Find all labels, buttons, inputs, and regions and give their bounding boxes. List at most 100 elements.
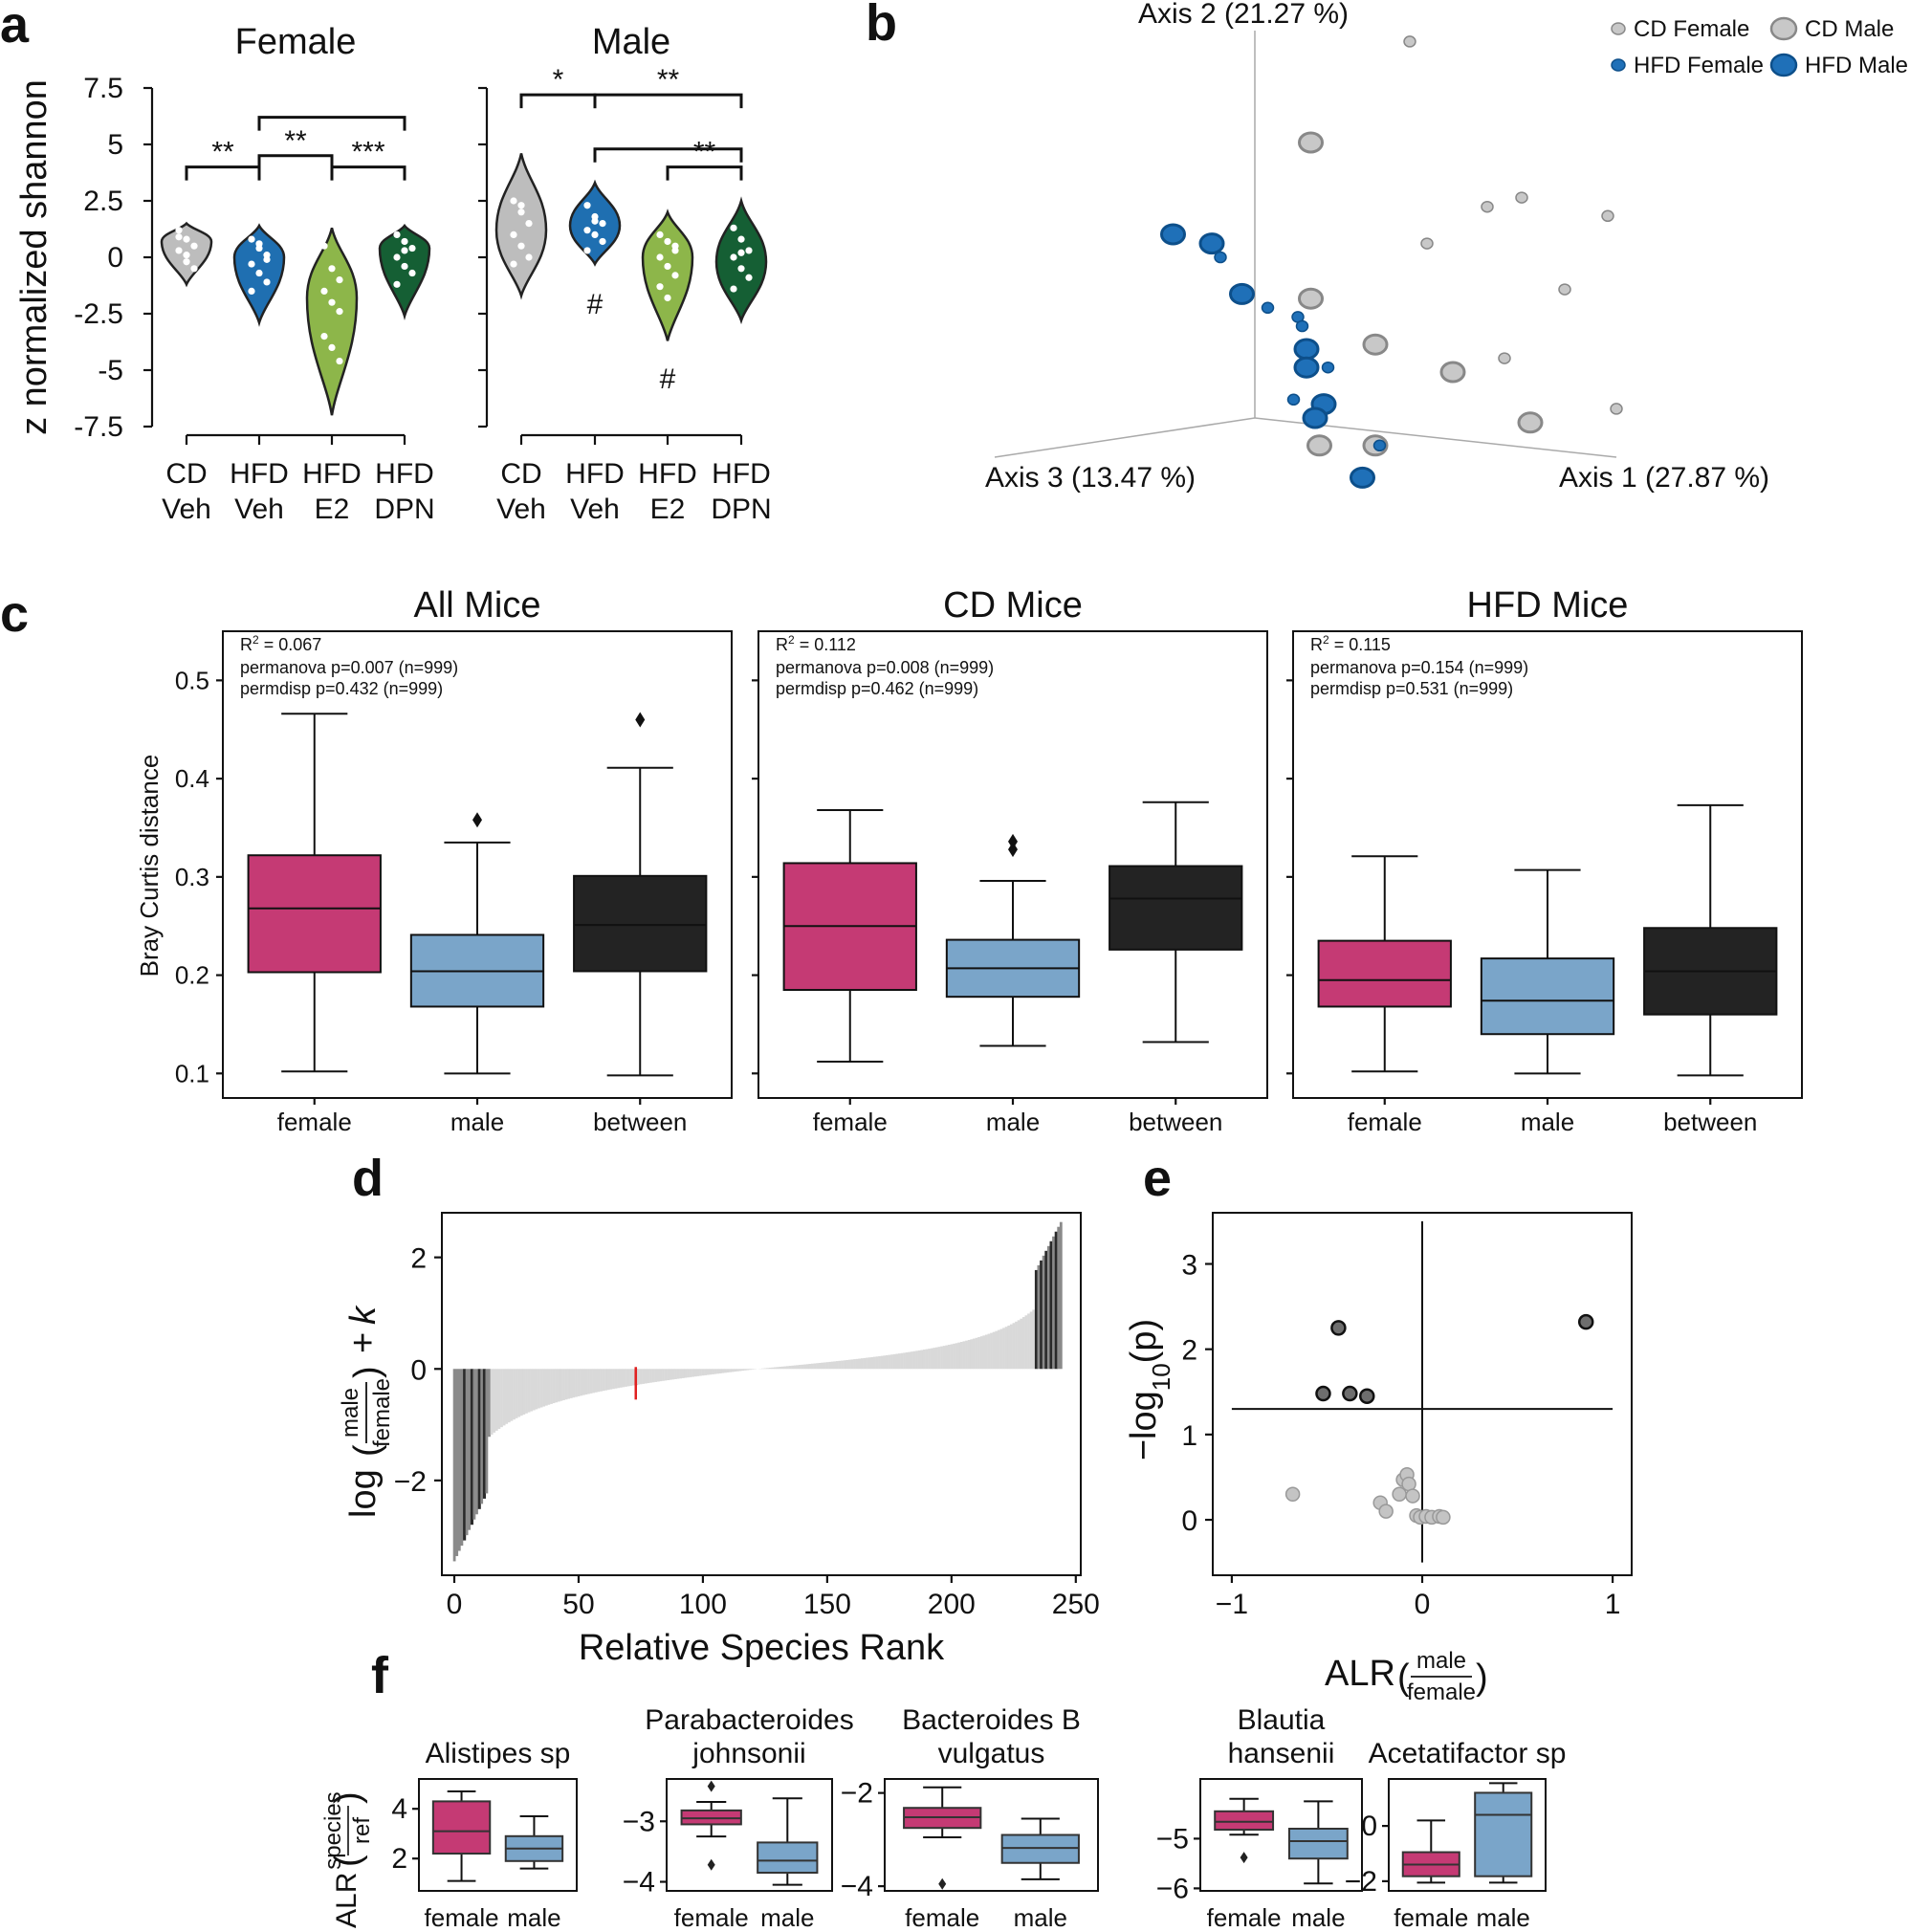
panel-d-species-bar	[721, 1369, 725, 1373]
panel-d-species-bar	[547, 1369, 551, 1405]
panel-f-x-tick-label: male	[1477, 1903, 1530, 1932]
panel-d-species-bar	[975, 1337, 978, 1370]
panel-d-species-bar	[934, 1347, 938, 1370]
panel-e-x-label-numerator: male	[1416, 1648, 1466, 1674]
panel-a-data-point	[591, 217, 599, 225]
panel-d-species-bar	[485, 1369, 489, 1494]
panel-d-species-bar	[860, 1358, 864, 1370]
panel-a-data-point	[175, 227, 183, 234]
panel-d-species-bar	[659, 1369, 663, 1382]
panel-d-species-bar	[671, 1369, 675, 1380]
panel-f-y-tick-label: −2	[841, 1778, 873, 1810]
panel-d-species-bar	[614, 1369, 618, 1389]
panel-d-species-bar	[631, 1369, 635, 1386]
panel-a-data-point	[664, 262, 671, 271]
panel-d-species-bar	[967, 1340, 971, 1370]
panel-a-significance-stars: **	[284, 125, 307, 157]
panel-a-significance-bracket	[593, 93, 743, 109]
panel-a-significance-bracket	[330, 165, 406, 181]
panel-a-significance-bracket	[257, 116, 406, 131]
panel-d-species-bar	[870, 1356, 874, 1370]
panel-d-species-bar	[507, 1369, 511, 1423]
panel-d-species-bar	[875, 1356, 879, 1370]
panel-d-species-bar	[937, 1347, 941, 1370]
panel-c-subplot-title: CD Mice	[943, 585, 1083, 626]
panel-a-group-label-line1: HFD	[375, 458, 434, 490]
panel-d-species-bar	[612, 1369, 615, 1390]
panel-c-stat-line: permdisp p=0.462 (n=999)	[776, 679, 978, 698]
panel-d-species-bar	[910, 1351, 913, 1370]
panel-a-data-point	[730, 253, 737, 261]
panel-d-species-bar	[564, 1369, 568, 1400]
panel-d-species-bar	[597, 1369, 601, 1393]
panel-d-species-bar	[751, 1369, 755, 1370]
panel-d-x-tick-label: 0	[447, 1589, 463, 1620]
panel-e-y-tick-label: 2	[1181, 1335, 1197, 1367]
panel-d-species-bar	[1017, 1320, 1021, 1370]
panel-d-species-bar	[575, 1369, 578, 1397]
panel-e-y-tick-label: 0	[1181, 1505, 1197, 1537]
panel-d-species-bar	[1042, 1255, 1045, 1370]
panel-e-y-label-prefix: −log	[1124, 1391, 1164, 1460]
panel-a-data-point	[190, 265, 198, 273]
panel-a-data-point	[745, 274, 753, 281]
panel-d-species-bar	[542, 1369, 546, 1407]
panel-d-species-bar	[544, 1369, 548, 1406]
panel-d-species-bar	[530, 1369, 534, 1412]
panel-d-species-bar	[724, 1369, 727, 1373]
panel-f-x-tick-label: male	[1291, 1903, 1345, 1932]
panel-d-species-bar	[644, 1369, 648, 1384]
panel-d-species-bar	[1015, 1321, 1018, 1370]
panel-a-data-point	[401, 247, 408, 254]
panel-d-species-bar	[619, 1369, 623, 1388]
panel-d-species-bar	[734, 1369, 737, 1372]
panel-b-legend-marker	[1769, 16, 1798, 41]
panel-d-species-bar	[517, 1369, 521, 1417]
panel-d-species-bar	[689, 1369, 692, 1377]
panel-d-species-bar	[649, 1369, 652, 1383]
panel-b-legend-label: HFD Male	[1805, 53, 1908, 78]
panel-d-species-bar	[1052, 1236, 1055, 1370]
panel-e-y-tick-label: 3	[1181, 1250, 1197, 1282]
panel-d-species-bar	[609, 1369, 613, 1390]
panel-d-species-bar	[977, 1337, 980, 1370]
panel-a-data-point	[393, 231, 401, 238]
panel-d-species-bar	[888, 1354, 891, 1370]
panel-c-stat-line: permdisp p=0.531 (n=999)	[1310, 679, 1513, 698]
panel-d-species-bar	[890, 1354, 893, 1370]
panel-a-data-point	[401, 237, 408, 246]
panel-b-sample-point	[1481, 200, 1494, 213]
panel-d-species-bar	[1004, 1327, 1008, 1370]
panel-f-outlier	[938, 1877, 947, 1890]
panel-c-x-tick-label: female	[1348, 1108, 1422, 1136]
panel-d-species-bar	[738, 1369, 742, 1372]
panel-d-species-bar	[997, 1329, 1000, 1370]
panel-d-species-bar	[693, 1369, 697, 1377]
panel-a-group-label-line1: HFD	[638, 458, 697, 490]
panel-d-species-bar	[562, 1369, 565, 1400]
panel-d-species-bar	[701, 1369, 705, 1376]
panel-d-y-axis-label: log (male female) + k	[338, 1305, 395, 1518]
panel-a-significance-bracket	[257, 154, 334, 169]
panel-e-x-label-alr: ALR	[1325, 1654, 1395, 1694]
panel-d-species-bar	[1044, 1250, 1048, 1370]
panel-d-species-bar	[452, 1369, 456, 1562]
panel-e-significant-point	[1330, 1320, 1347, 1336]
panel-d-species-bar	[858, 1358, 862, 1370]
panel-d-species-bar	[955, 1343, 958, 1370]
panel-d-species-bar	[654, 1369, 658, 1382]
panel-c-r2-equals: =	[795, 635, 815, 654]
panel-d-species-bar	[746, 1369, 750, 1371]
panel-b-sample-point	[1372, 439, 1387, 452]
panel-f-y-label-denominator: ref	[349, 1817, 375, 1844]
panel-a-data-point	[328, 298, 336, 306]
panel-d-species-bar	[992, 1331, 996, 1370]
panel-a-data-point	[263, 255, 271, 263]
panel-c-r2-symbol: R	[240, 635, 252, 654]
panel-d-species-bar	[841, 1360, 844, 1370]
panel-a-data-point	[510, 260, 517, 268]
panel-f-subplot-title: Blautia	[1238, 1704, 1326, 1736]
panel-a-data-point	[255, 269, 263, 277]
panel-a-data-point	[730, 224, 737, 231]
panel-d-species-bar	[1002, 1328, 1005, 1370]
